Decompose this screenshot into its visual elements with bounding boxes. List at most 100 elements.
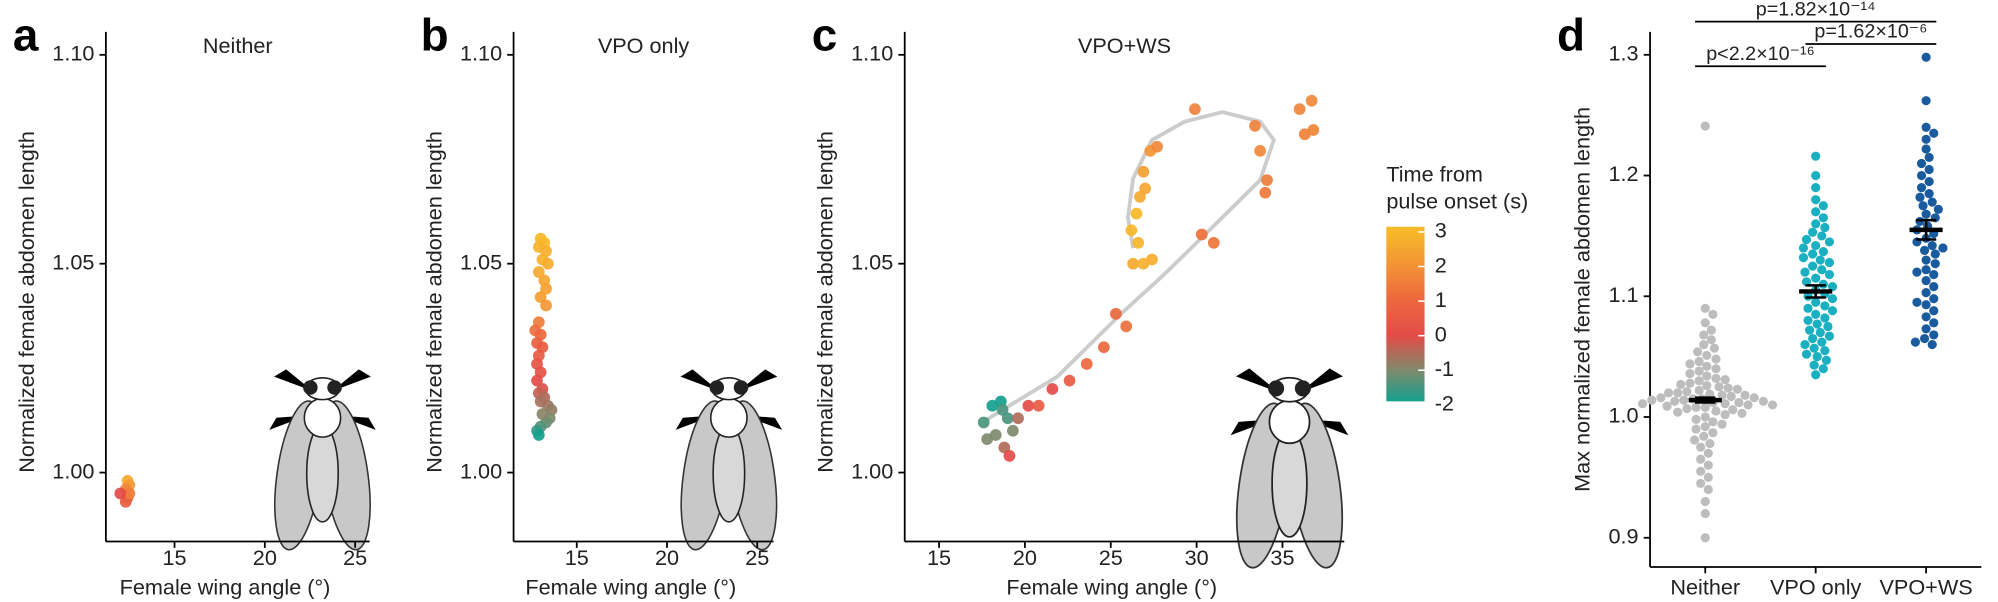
data-point: [1694, 385, 1704, 396]
data-point: [532, 429, 545, 441]
data-point: [1259, 186, 1272, 199]
data-point: [1817, 337, 1827, 347]
data-point: [1125, 224, 1138, 237]
data-point: [1915, 192, 1925, 202]
y-axis-label: Normalized female abdomen length: [422, 131, 447, 473]
data-point: [1921, 265, 1931, 275]
data-point: [1705, 438, 1715, 449]
data-point: [996, 404, 1009, 416]
y-tick-label: 1.00: [460, 458, 502, 483]
data-point: [1703, 484, 1713, 495]
chart-title: VPO only: [598, 33, 690, 58]
x-tick-label: 30: [1185, 545, 1209, 570]
data-point: [1682, 387, 1692, 397]
data-point: [1801, 277, 1812, 287]
data-point: [1740, 390, 1750, 400]
y-axis-label: Normalized female abdomen length: [14, 131, 39, 473]
data-point: [1693, 347, 1703, 357]
significance-label: p=1.62×10⁻⁶: [1814, 21, 1927, 43]
data-point: [1670, 396, 1680, 406]
data-point: [1637, 399, 1648, 409]
x-tick-label: VPO only: [1770, 574, 1862, 599]
x-tick-label: Neither: [1670, 574, 1740, 599]
data-point: [1732, 384, 1742, 394]
data-point: [1700, 318, 1710, 328]
data-point: [1921, 52, 1931, 62]
data-point: [1261, 174, 1273, 187]
data-point: [1720, 410, 1730, 420]
x-axis-label: Female wing angle (°): [525, 574, 736, 599]
colorbar-tick-label: 1: [1435, 287, 1447, 312]
data-point: [1700, 303, 1710, 313]
panel-label: d: [1557, 8, 1585, 60]
data-point: [1929, 128, 1939, 138]
data-point: [534, 395, 547, 408]
data-point: [1916, 158, 1927, 169]
data-point: [1647, 395, 1657, 405]
data-point: [1708, 428, 1718, 438]
data-point: [1132, 236, 1145, 249]
data-point: [1921, 324, 1931, 334]
data-point: [1007, 424, 1019, 437]
data-point: [1032, 399, 1045, 412]
data-point: [1798, 253, 1809, 263]
data-point: [1703, 460, 1713, 470]
mean-error-bar: [1909, 218, 1943, 241]
data-point: [1821, 355, 1831, 365]
significance-label: p<2.2×10⁻¹⁶: [1706, 43, 1815, 65]
y-tick-label: 1.3: [1608, 41, 1638, 66]
panel-label: a: [13, 8, 39, 60]
data-point: [1811, 309, 1821, 319]
data-point: [1694, 376, 1704, 386]
significance-label: p=1.82×10⁻¹⁴: [1756, 0, 1876, 20]
data-point: [1711, 373, 1721, 383]
data-point: [1921, 122, 1931, 132]
data-point: [1127, 257, 1139, 270]
data-point: [1921, 275, 1931, 286]
data-point: [1919, 333, 1930, 344]
data-point: [1743, 400, 1753, 410]
data-point: [1656, 393, 1666, 403]
y-axis-label: Max normalized female abdomen length: [1570, 107, 1595, 492]
data-point: [1673, 388, 1683, 398]
data-point: [1702, 381, 1712, 391]
data-point: [1811, 183, 1821, 193]
y-tick-label: 1.05: [52, 249, 94, 274]
data-point: [1080, 358, 1093, 370]
data-point: [1702, 361, 1712, 371]
data-point: [1815, 255, 1825, 265]
y-tick-label: 1.05: [851, 249, 893, 274]
y-tick-label: 1.10: [460, 41, 502, 66]
data-point: [1811, 370, 1821, 380]
data-point: [1137, 165, 1150, 178]
data-point: [1824, 237, 1835, 247]
data-point: [1938, 243, 1948, 253]
data-point: [1812, 352, 1822, 362]
x-tick-label: 25: [343, 545, 367, 570]
trajectory-line: [984, 110, 1276, 422]
data-point: [1811, 170, 1821, 181]
data-point: [114, 487, 127, 500]
data-point: [1921, 255, 1931, 265]
data-point: [1924, 176, 1934, 187]
data-point: [1696, 466, 1706, 476]
data-point: [1702, 371, 1712, 381]
x-tick-label: 35: [1270, 545, 1294, 570]
data-point: [1703, 472, 1713, 482]
colorbar-tick-label: 0: [1435, 321, 1447, 346]
data-point: [1824, 331, 1835, 341]
data-point: [540, 282, 552, 295]
data-point: [1151, 140, 1163, 153]
data-point: [1098, 341, 1110, 354]
y-tick-label: 1.00: [52, 458, 94, 483]
x-axis-label: Female wing angle (°): [1006, 574, 1217, 599]
x-tick-label: 25: [745, 545, 769, 570]
data-point: [1700, 412, 1710, 422]
data-point: [1803, 303, 1813, 313]
data-point: [1823, 321, 1833, 332]
data-point: [1919, 245, 1930, 255]
data-point: [998, 441, 1011, 454]
data-point: [1818, 247, 1828, 257]
data-point: [1827, 282, 1838, 292]
data-point: [1685, 378, 1695, 388]
